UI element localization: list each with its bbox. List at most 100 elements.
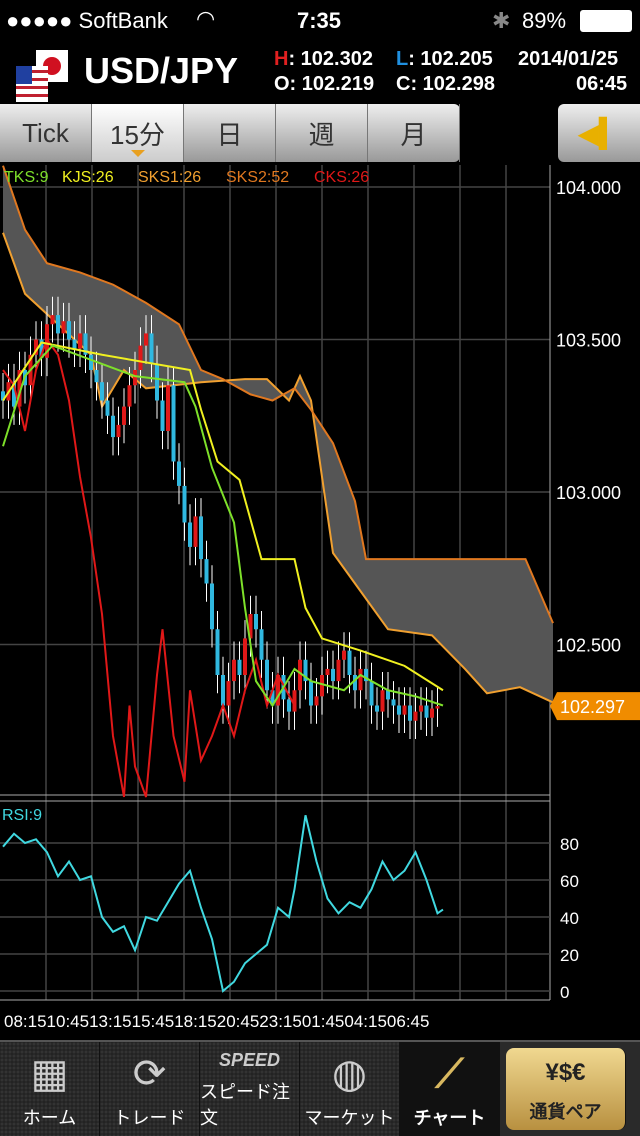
legend-kjs: KJS:26	[62, 169, 114, 186]
rsi-tick-label: 40	[560, 909, 579, 928]
flag-icon	[16, 50, 68, 102]
price-panel	[0, 165, 550, 800]
carrier: ●●●●● SoftBank	[6, 8, 168, 33]
candle	[270, 690, 275, 706]
wifi-icon: ◠	[196, 6, 216, 31]
time-tick-label: 08:15	[4, 1012, 47, 1031]
rsi-tick-label: 0	[560, 983, 569, 1002]
candle	[111, 415, 115, 438]
candle	[402, 705, 407, 715]
battery-icon	[580, 10, 632, 32]
time-axis: 08:15 10:45 13:15 15:45 18:15 20:45 23:15 01:45…	[4, 1012, 429, 1032]
legend-cks: CKS:26	[314, 169, 369, 186]
candle	[182, 485, 187, 523]
candle	[56, 315, 60, 334]
tab-week[interactable]: 週	[276, 104, 368, 162]
nav-speed-order[interactable]: SPEED スピード注文	[200, 1042, 300, 1136]
time: 06:45	[576, 73, 628, 95]
bottom-nav: ▦ ホーム ⟳ トレード SPEED スピード注文 ◍ マーケット ⟋ チャート ¥$€ 通…	[0, 1040, 640, 1136]
time-tick-label: 10:45	[46, 1012, 90, 1031]
time-tick-label: 20:45	[216, 1012, 260, 1031]
nav-home[interactable]: ▦ ホーム	[0, 1042, 100, 1136]
candle	[408, 705, 412, 721]
candle	[122, 406, 126, 425]
candle	[331, 668, 335, 682]
candle	[116, 424, 121, 438]
candle	[419, 705, 423, 712]
tenkan-sen	[2, 344, 444, 708]
tab-day[interactable]: 日	[184, 104, 276, 162]
grid-icon: ▦	[30, 1052, 69, 1096]
candle	[94, 370, 99, 383]
high-value: H: 102.302	[274, 48, 373, 70]
candle	[105, 400, 110, 416]
candle	[226, 681, 231, 706]
nav-trade[interactable]: ⟳ トレード	[100, 1042, 200, 1136]
candle	[149, 333, 154, 364]
candle	[287, 699, 291, 712]
candle	[204, 559, 209, 584]
time-tick-label: 04:15	[344, 1012, 387, 1031]
time-tick-label: 06:45	[386, 1012, 430, 1031]
candle	[72, 339, 77, 349]
current-price-tag	[550, 692, 640, 721]
bluetooth-icon: ✱	[492, 8, 511, 33]
candle	[342, 650, 346, 660]
currency-icon: ¥$€	[545, 1059, 586, 1086]
rsi-label: RSI:9	[2, 807, 42, 824]
time-tick-label: 15:45	[131, 1012, 175, 1031]
candle	[166, 385, 170, 431]
nav-currency-pair[interactable]: ¥$€ 通貨ペア	[506, 1048, 626, 1130]
time-tick-label: 23:15	[259, 1012, 302, 1031]
candle	[369, 681, 374, 706]
clock: 7:35	[297, 8, 342, 33]
time-tick-label: 18:15	[174, 1012, 217, 1031]
open-value: O: 102.219	[274, 73, 375, 95]
candle	[259, 629, 264, 660]
refresh-icon: ⟳	[132, 1052, 167, 1096]
candle	[430, 708, 434, 718]
kijun-sen	[2, 341, 444, 692]
candle	[67, 321, 71, 340]
candle	[138, 345, 143, 370]
candle	[34, 339, 38, 355]
price-tick-label: 103.000	[556, 483, 621, 503]
candle	[375, 705, 379, 712]
candle	[364, 668, 368, 682]
candle	[221, 675, 225, 706]
nav-chart[interactable]: ⟋ チャート	[400, 1042, 500, 1136]
candle	[17, 370, 22, 407]
candle	[193, 516, 198, 547]
legend-sks1: SKS1:26	[138, 169, 201, 186]
candle	[39, 339, 44, 358]
rsi-line	[2, 815, 444, 993]
candle	[413, 711, 418, 721]
candle	[133, 370, 137, 386]
candle	[303, 659, 308, 682]
candle	[309, 681, 313, 706]
candle	[100, 382, 104, 401]
candle	[232, 659, 236, 682]
tab-month[interactable]: 月	[368, 104, 460, 162]
speed-icon: SPEED	[218, 1049, 281, 1070]
ichimoku-chart[interactable]: 104.000 103.500 103.000 102.500 TKS:9 KJS:26 S…	[0, 165, 640, 1005]
candle	[177, 461, 181, 486]
nav-market[interactable]: ◍ マーケット	[300, 1042, 400, 1136]
rsi-tick-label: 80	[560, 835, 579, 854]
candle	[380, 690, 385, 712]
collapse-button[interactable]: ◀▍	[558, 104, 640, 162]
close-value: C: 102.298	[396, 73, 495, 95]
candle	[265, 659, 269, 691]
battery-percent: 89%	[522, 8, 567, 33]
candle	[386, 690, 390, 700]
candle	[237, 659, 242, 675]
candle	[215, 629, 220, 675]
tab-15min[interactable]: 15分	[92, 104, 184, 162]
candle	[248, 614, 253, 639]
candle	[89, 354, 93, 370]
candle	[199, 516, 203, 560]
candle	[358, 668, 363, 691]
candle	[1, 391, 5, 401]
tab-tick[interactable]: Tick	[0, 104, 92, 162]
candle	[397, 705, 401, 715]
